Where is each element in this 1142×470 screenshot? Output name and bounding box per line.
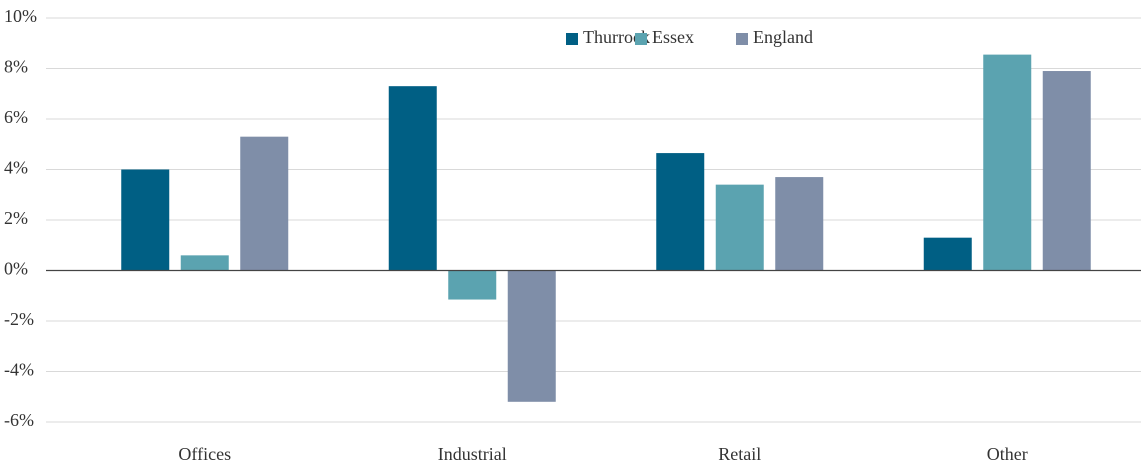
legend-label: England bbox=[753, 27, 813, 47]
bar bbox=[240, 136, 289, 271]
bar bbox=[121, 169, 170, 271]
legend-label: Essex bbox=[652, 27, 694, 47]
bar bbox=[388, 86, 437, 271]
bar bbox=[180, 255, 229, 271]
bar bbox=[983, 54, 1032, 271]
bar bbox=[656, 153, 705, 271]
y-tick-label: -6% bbox=[4, 410, 34, 430]
legend-swatch bbox=[566, 33, 578, 45]
bar bbox=[923, 237, 972, 271]
y-tick-label: 2% bbox=[4, 208, 28, 228]
legend-swatch bbox=[635, 33, 647, 45]
bar bbox=[775, 177, 824, 271]
y-tick-label: 4% bbox=[4, 158, 28, 178]
bar bbox=[448, 270, 497, 300]
x-tick-label: Offices bbox=[178, 444, 231, 464]
y-tick-label: -4% bbox=[4, 360, 34, 380]
legend-swatch bbox=[736, 33, 748, 45]
x-tick-label: Industrial bbox=[438, 444, 507, 464]
y-tick-label: -2% bbox=[4, 309, 34, 329]
x-tick-label: Retail bbox=[718, 444, 761, 464]
bar bbox=[715, 184, 764, 271]
bar bbox=[507, 270, 556, 402]
y-tick-label: 10% bbox=[4, 6, 37, 26]
y-tick-label: 8% bbox=[4, 57, 28, 77]
y-tick-label: 0% bbox=[4, 259, 28, 279]
y-tick-label: 6% bbox=[4, 107, 28, 127]
bar bbox=[1042, 71, 1091, 271]
legend-label: Thurrock bbox=[583, 27, 650, 47]
x-tick-label: Other bbox=[987, 444, 1028, 464]
